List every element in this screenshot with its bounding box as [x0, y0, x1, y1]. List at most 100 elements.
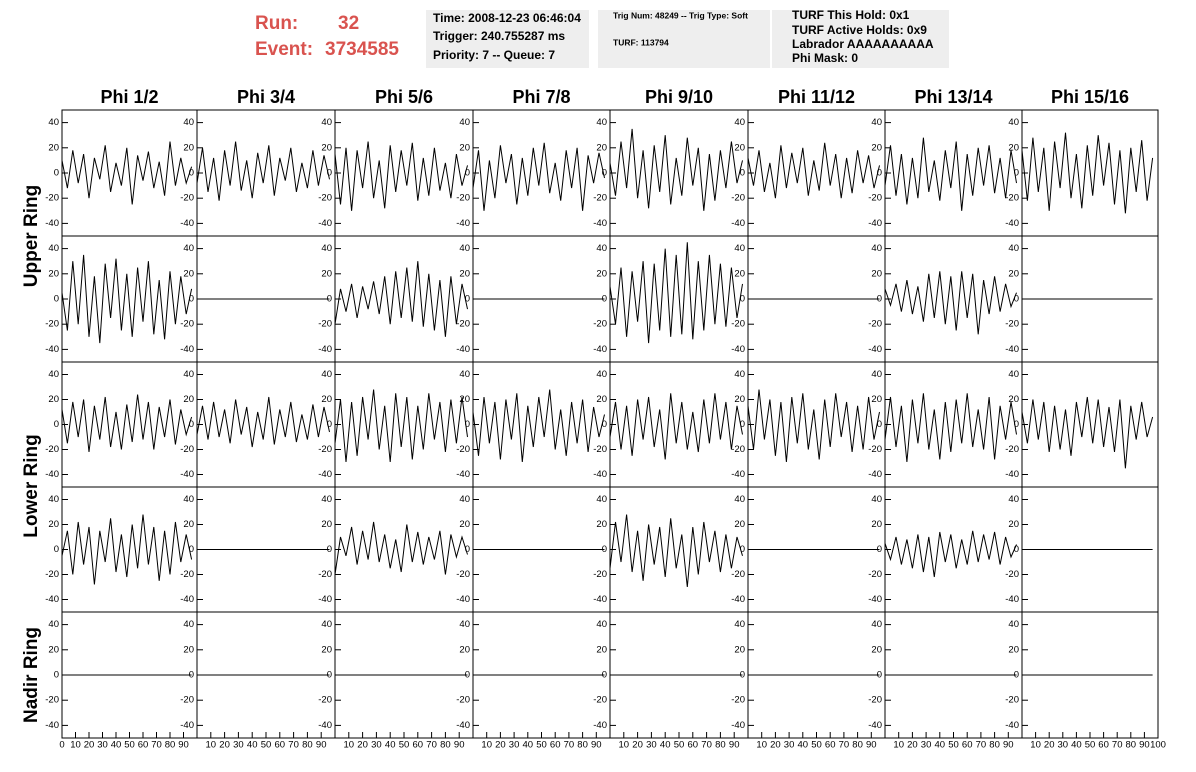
y-tick-label: -20 — [456, 569, 470, 580]
info: TURF This Hold: 0x1 — [792, 8, 910, 22]
info: TURF: 113794 — [613, 37, 669, 47]
y-tick-label: 0 — [327, 544, 332, 555]
y-tick-label: -20 — [593, 569, 607, 580]
y-tick-label: 0 — [740, 168, 745, 179]
y-tick-label: -20 — [868, 444, 882, 455]
y-tick-label: -20 — [456, 193, 470, 204]
y-tick-label: -20 — [593, 319, 607, 330]
y-tick-label: -40 — [1005, 218, 1019, 229]
y-tick-label: 20 — [183, 519, 194, 530]
waveform — [884, 530, 1017, 578]
panel — [472, 109, 611, 237]
y-tick-label: 40 — [734, 494, 745, 505]
x-tick-label: 70 — [839, 740, 850, 751]
y-tick-label: -40 — [456, 594, 470, 605]
y-tick-label: 20 — [596, 268, 607, 279]
waveform — [747, 142, 880, 199]
y-tick-label: 0 — [877, 670, 882, 681]
x-tick-label: 80 — [440, 740, 451, 751]
y-tick-label: 40 — [48, 243, 59, 254]
y-tick-label: 0 — [54, 419, 59, 430]
y-tick-label: 0 — [54, 670, 59, 681]
x-tick-label: 60 — [550, 740, 561, 751]
y-tick-label: 40 — [459, 369, 470, 380]
x-tick-label: 50 — [124, 740, 135, 751]
y-tick-label: -20 — [456, 319, 470, 330]
y-tick-label: 40 — [321, 494, 332, 505]
y-tick-label: 40 — [183, 494, 194, 505]
y-tick-label: 0 — [54, 168, 59, 179]
y-tick-label: 0 — [465, 294, 470, 305]
waveform — [1021, 132, 1154, 214]
x-tick-label: 20 — [907, 740, 918, 751]
y-tick-label: -40 — [868, 218, 882, 229]
y-tick-label: -20 — [318, 569, 332, 580]
y-tick-label: 40 — [459, 243, 470, 254]
column-title: Phi 5/6 — [375, 87, 433, 107]
y-tick-label: 0 — [465, 419, 470, 430]
y-tick-label: 0 — [877, 294, 882, 305]
waveform — [609, 393, 743, 460]
y-tick-label: -20 — [1005, 193, 1019, 204]
column-title: Phi 15/16 — [1051, 87, 1129, 107]
info: Time: 2008-12-23 06:46:04 — [433, 11, 581, 25]
column-title: Phi 3/4 — [237, 87, 295, 107]
y-tick-label: 40 — [734, 243, 745, 254]
y-tick-label: 40 — [1008, 619, 1019, 630]
y-tick-label: 0 — [465, 168, 470, 179]
panel — [61, 235, 198, 363]
y-tick-label: -40 — [180, 469, 194, 480]
waveform — [61, 514, 193, 585]
y-tick-label: -40 — [731, 469, 745, 480]
x-tick-label: 90 — [591, 740, 602, 751]
waveform — [196, 396, 330, 448]
x-tick-label: 30 — [1058, 740, 1069, 751]
waveform — [609, 128, 743, 211]
y-tick-label: 40 — [1008, 243, 1019, 254]
x-tick-label: 60 — [413, 740, 424, 751]
info: Trigger: 240.755287 ms — [433, 29, 565, 43]
y-tick-label: 0 — [602, 168, 607, 179]
y-tick-label: 20 — [321, 644, 332, 655]
waveform — [884, 271, 1017, 335]
info: Labrador AAAAAAAAAA — [792, 37, 934, 51]
column-title: Phi 7/8 — [512, 87, 570, 107]
info-box — [772, 10, 949, 68]
y-tick-label: -20 — [1005, 319, 1019, 330]
y-tick-label: 40 — [871, 619, 882, 630]
y-tick-label: -40 — [318, 344, 332, 355]
y-tick-label: -20 — [180, 319, 194, 330]
y-tick-label: -40 — [180, 218, 194, 229]
y-tick-label: 0 — [602, 419, 607, 430]
y-tick-label: 40 — [871, 243, 882, 254]
column-title: Phi 13/14 — [914, 87, 992, 107]
y-tick-label: 0 — [602, 670, 607, 681]
row-label: Upper Ring — [21, 185, 42, 287]
y-tick-label: -40 — [868, 469, 882, 480]
y-tick-label: 0 — [465, 670, 470, 681]
y-tick-label: -40 — [180, 594, 194, 605]
waveform — [334, 261, 468, 337]
y-tick-label: -40 — [731, 720, 745, 731]
y-tick-label: -40 — [868, 720, 882, 731]
x-tick-label: 10 — [344, 740, 355, 751]
x-tick-label: 10 — [481, 740, 492, 751]
x-tick-label: 60 — [138, 740, 149, 751]
y-tick-label: 20 — [459, 644, 470, 655]
y-tick-label: 40 — [183, 243, 194, 254]
y-tick-label: 20 — [321, 519, 332, 530]
y-tick-label: -20 — [593, 193, 607, 204]
x-tick-label: 80 — [1126, 740, 1137, 751]
x-tick-label: 10 — [619, 740, 630, 751]
y-tick-label: 0 — [740, 544, 745, 555]
y-tick-label: 20 — [596, 142, 607, 153]
y-tick-label: 20 — [459, 268, 470, 279]
y-tick-label: 20 — [183, 268, 194, 279]
info: TURF Active Holds: 0x9 — [792, 23, 927, 37]
y-tick-label: 20 — [48, 644, 59, 655]
y-tick-label: 0 — [189, 168, 194, 179]
x-tick-label: 50 — [811, 740, 822, 751]
y-tick-label: -40 — [45, 594, 59, 605]
waveform — [334, 521, 468, 575]
y-tick-label: 20 — [321, 268, 332, 279]
